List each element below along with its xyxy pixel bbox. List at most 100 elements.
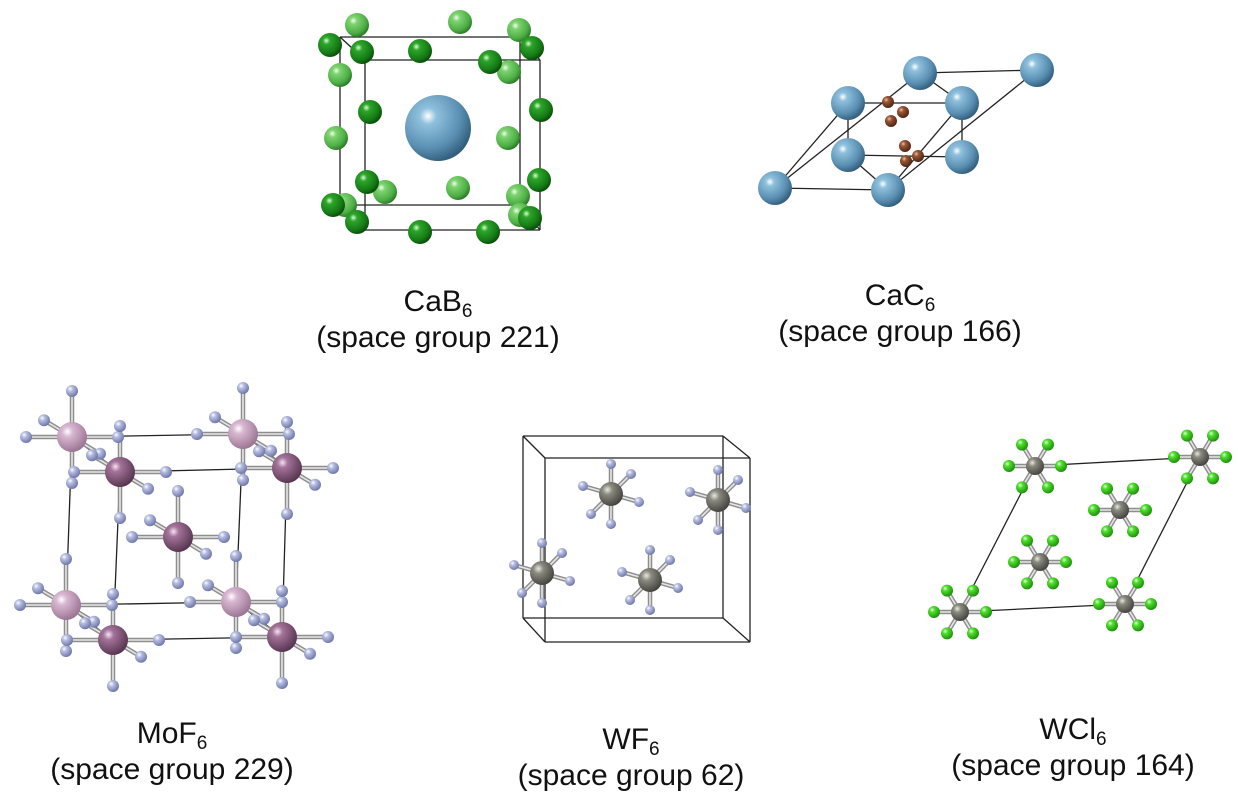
calcium-atom	[831, 86, 865, 120]
fluorine-atom	[327, 462, 339, 474]
mof6-formula: MoF6	[136, 717, 208, 754]
fluorine-atom	[114, 512, 126, 524]
fluorine-atom	[281, 416, 293, 428]
fluorine-atom	[258, 612, 270, 625]
fluorine-atom	[237, 382, 249, 394]
calcium-atom	[758, 171, 792, 205]
fluorine-atom	[665, 555, 675, 565]
chlorine-atom	[1021, 534, 1033, 547]
boron-atom	[408, 39, 432, 63]
molybdenum-atom	[98, 625, 128, 655]
boron-atom	[358, 100, 382, 124]
chlorine-atom	[1042, 481, 1054, 494]
fluorine-atom	[209, 411, 221, 424]
boron-atom	[478, 50, 502, 74]
fluorine-atom	[634, 497, 644, 507]
mof6-label: MoF6 (space group 229)	[50, 716, 294, 788]
molybdenum-atom	[57, 422, 87, 452]
wcl6-structure	[928, 429, 1232, 640]
fluorine-atom	[61, 634, 73, 646]
fluorine-atom	[172, 577, 184, 589]
boron-atom	[496, 126, 520, 150]
calcium-atom	[831, 138, 865, 172]
fluorine-atom	[304, 647, 316, 660]
tungsten-atom	[530, 561, 554, 585]
wf6-formula: WF6	[602, 723, 660, 760]
tungsten-atom	[599, 482, 623, 506]
cell-edge	[722, 435, 751, 459]
chlorine-atom	[1207, 472, 1219, 485]
wcl6-formula: WCl6	[1039, 713, 1107, 750]
fluorine-atom	[509, 560, 519, 570]
chlorine-atom	[941, 627, 953, 640]
boron-atom	[497, 60, 521, 84]
wcl6-label: WCl6 (space group 164)	[951, 712, 1195, 784]
fluorine-atom	[578, 481, 588, 491]
chlorine-atom	[1168, 451, 1180, 463]
fluorine-atom	[200, 547, 212, 560]
wf6-space-group: (space group 62)	[517, 759, 745, 792]
carbon-atom	[899, 140, 911, 152]
fluorine-atom	[153, 634, 165, 646]
fluorine-atom	[20, 431, 32, 443]
fluorine-atom	[276, 677, 288, 689]
fluorine-atom	[66, 477, 78, 489]
boron-atom	[345, 13, 369, 37]
chlorine-atom	[1132, 576, 1144, 589]
cab6-label: CaB6 (space group 221)	[316, 284, 560, 356]
fluorine-atom	[685, 487, 695, 497]
fluorine-atom	[645, 545, 655, 555]
tungsten-atom	[1026, 457, 1044, 475]
cell-edge	[722, 617, 751, 643]
calcium-atom	[903, 56, 937, 90]
fluorine-atom	[517, 588, 527, 598]
chlorine-atom	[928, 606, 940, 618]
calcium-atom	[945, 86, 979, 120]
fluorine-atom	[202, 579, 214, 592]
fluorine-atom	[60, 645, 72, 657]
fluorine-atom	[144, 514, 156, 527]
chlorine-atom	[1181, 429, 1193, 442]
boron-atom	[529, 98, 553, 122]
chlorine-atom	[1132, 619, 1144, 632]
fluorine-atom	[106, 599, 118, 611]
tungsten-atom	[1111, 501, 1129, 519]
chlorine-atom	[1016, 438, 1028, 451]
fluorine-atom	[230, 631, 242, 643]
boron-atom	[408, 220, 432, 244]
fluorine-atom	[191, 428, 203, 440]
cell-edge	[774, 102, 849, 189]
cell-edge	[887, 102, 963, 191]
chlorine-atom	[1060, 556, 1072, 568]
fluorine-atom	[68, 466, 80, 478]
chlorine-atom	[1220, 451, 1232, 463]
fluorine-atom	[79, 617, 91, 630]
boron-atom	[318, 33, 342, 57]
fluorine-atom	[645, 605, 655, 615]
boron-atom	[507, 18, 531, 42]
fluorine-atom	[276, 585, 288, 597]
fluorine-atom	[230, 550, 242, 562]
fluorine-atom	[283, 428, 295, 440]
wcl6-space-group: (space group 164)	[951, 749, 1195, 782]
fluorine-atom	[537, 598, 547, 608]
mof6-structure	[14, 382, 339, 692]
tungsten-atom	[951, 603, 969, 621]
chlorine-atom	[1140, 504, 1152, 516]
boron-atom	[321, 193, 345, 217]
fluorine-atom	[537, 538, 547, 548]
tungsten-atom	[706, 488, 730, 512]
molybdenum-atom	[105, 457, 135, 487]
molybdenum-atom	[228, 419, 258, 449]
cab6-structure	[318, 10, 553, 244]
cab6-formula: CaB6	[403, 285, 473, 322]
wf6-label: WF6 (space group 62)	[518, 722, 745, 794]
fluorine-atom	[693, 515, 703, 525]
fluorine-atom	[586, 509, 596, 519]
fluorine-atom	[713, 465, 723, 475]
chlorine-atom	[1047, 577, 1059, 590]
boron-atom	[520, 36, 544, 60]
fluorine-atom	[565, 576, 575, 586]
fluorine-atom	[235, 462, 247, 474]
boron-atom	[328, 63, 352, 87]
